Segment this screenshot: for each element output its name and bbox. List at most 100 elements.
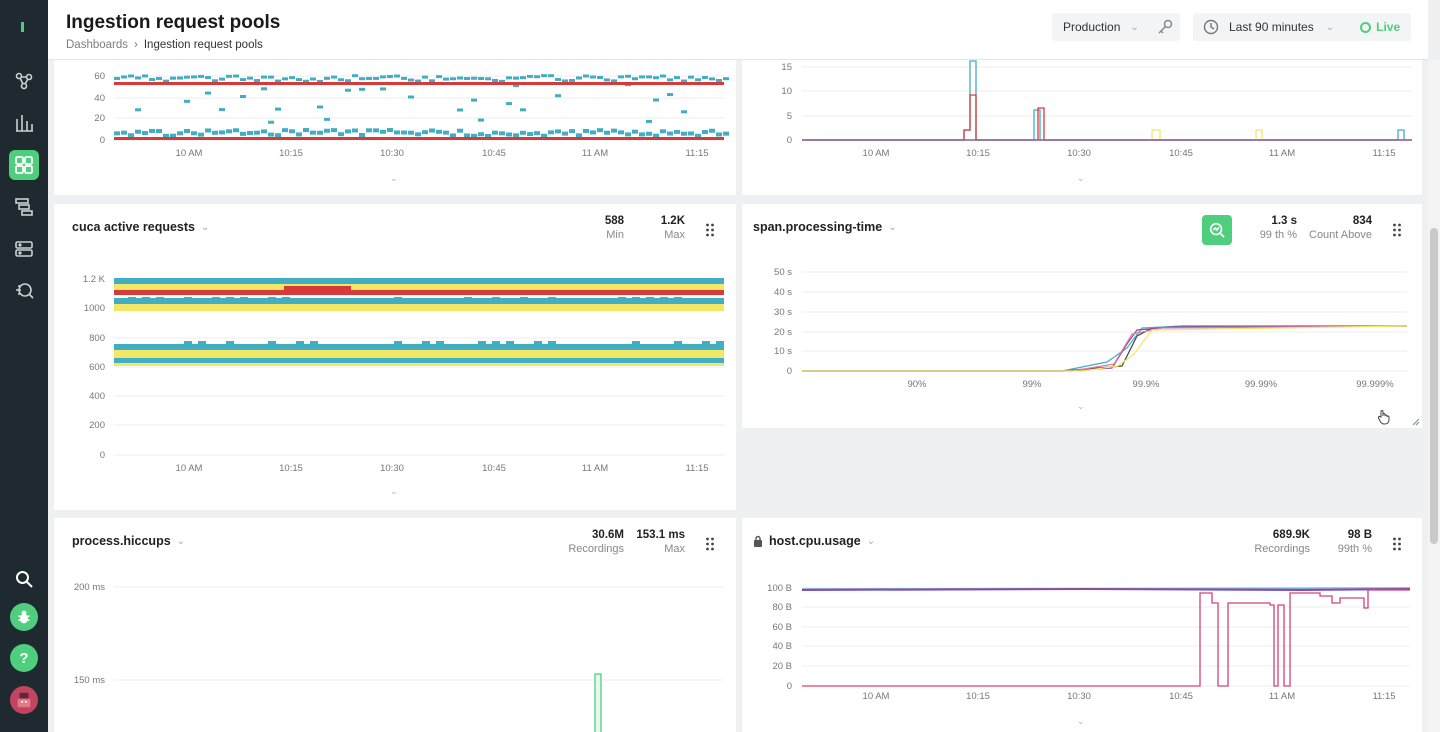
chevron-right-icon: › bbox=[134, 39, 138, 51]
y-tick-label: 1.2 K bbox=[83, 274, 106, 285]
dashboards-icon[interactable] bbox=[9, 150, 39, 180]
heat-cell bbox=[646, 119, 652, 123]
heat-cell bbox=[359, 87, 365, 91]
heat-cell bbox=[695, 78, 701, 82]
key-icon[interactable] bbox=[1156, 18, 1174, 36]
panel-title[interactable]: span.processing-time ⌄ bbox=[753, 220, 897, 234]
heat-cell bbox=[436, 75, 442, 79]
heat-cell bbox=[177, 76, 183, 80]
series-band bbox=[114, 82, 724, 85]
heat-cell bbox=[555, 77, 561, 81]
series-line bbox=[802, 94, 1412, 141]
topology-icon[interactable] bbox=[9, 66, 39, 96]
breadcrumb-root[interactable]: Dashboards bbox=[66, 39, 129, 51]
heat-cell bbox=[415, 132, 421, 137]
heat-cell bbox=[660, 297, 668, 300]
search-icon[interactable] bbox=[9, 564, 39, 594]
chart-top-left[interactable]: 60 40 20 0 10 AM 10:15 10:30 10:45 11 AM 11:15 bbox=[54, 60, 736, 170]
y-tick-label: 15 bbox=[781, 62, 792, 73]
scroll-thumb[interactable] bbox=[1430, 228, 1438, 544]
heat-cell bbox=[212, 79, 218, 83]
zoom-search-button[interactable] bbox=[1202, 215, 1232, 245]
y-tick-label: 60 bbox=[94, 71, 105, 82]
x-tick-label: 11:15 bbox=[1372, 148, 1395, 159]
heat-cell bbox=[632, 77, 638, 81]
chart-cuca[interactable]: 1.2 K 1000 800 600 400 200 0 10 AM 10:15 10:30 10:… bbox=[54, 264, 736, 484]
avatar[interactable] bbox=[10, 686, 38, 714]
y-tick-label: 400 bbox=[89, 391, 105, 402]
breadcrumb: Dashboards › Ingestion request pools bbox=[66, 39, 263, 51]
heat-cell bbox=[625, 74, 631, 78]
chevron-down-icon: ⌄ bbox=[1325, 21, 1335, 33]
y-tick-label: 100 B bbox=[767, 583, 792, 594]
panel-menu-icon[interactable] bbox=[705, 537, 715, 551]
panel-title[interactable]: process.hiccups ⌄ bbox=[72, 534, 185, 548]
environment-select[interactable]: Production ⌄ bbox=[1052, 13, 1180, 41]
page-scrollbar[interactable] bbox=[1428, 60, 1440, 732]
heat-cell bbox=[401, 130, 407, 135]
heat-cell bbox=[632, 297, 640, 300]
series-band bbox=[284, 286, 351, 290]
heat-cell bbox=[240, 131, 246, 136]
expand-chevron-icon[interactable]: ⌄ bbox=[390, 486, 398, 496]
heat-cell bbox=[534, 75, 540, 79]
expand-chevron-icon[interactable]: ⌄ bbox=[1077, 716, 1085, 726]
logo-icon[interactable] bbox=[12, 12, 36, 42]
heat-cell bbox=[149, 78, 155, 82]
heat-cell bbox=[303, 79, 309, 83]
chart-top-right[interactable]: 15 10 5 0 10 AM 10:15 10:30 10:45 11 AM 11:15 bbox=[742, 60, 1422, 170]
stat-value: 153.1 ms bbox=[636, 529, 685, 541]
heat-cell bbox=[422, 75, 428, 79]
heat-cell bbox=[394, 297, 402, 300]
chevron-down-icon: ⌄ bbox=[176, 535, 186, 547]
bar-chart-icon[interactable] bbox=[9, 108, 39, 138]
heat-cell bbox=[562, 131, 568, 136]
expand-chevron-icon[interactable]: ⌄ bbox=[390, 173, 398, 183]
heat-cell bbox=[184, 297, 192, 300]
series-band bbox=[114, 290, 724, 295]
resize-handle-icon[interactable] bbox=[1412, 418, 1420, 426]
x-tick-label: 10:45 bbox=[1169, 148, 1193, 159]
stat-label: Recordings bbox=[568, 543, 624, 555]
expand-chevron-icon[interactable]: ⌄ bbox=[1077, 401, 1085, 411]
heat-cell bbox=[135, 129, 141, 134]
panel-span-processing-time: span.processing-time ⌄ 1.3 s 99 th % 834 Co… bbox=[742, 204, 1422, 428]
help-icon[interactable]: ? bbox=[10, 644, 38, 672]
heat-cell bbox=[205, 128, 211, 133]
series-band bbox=[114, 278, 724, 284]
heat-cell bbox=[422, 130, 428, 135]
search-analytics-icon[interactable] bbox=[9, 276, 39, 306]
panel-title[interactable]: host.cpu.usage ⌄ bbox=[753, 534, 875, 548]
chart-hiccups[interactable]: 200 ms 150 ms bbox=[54, 576, 736, 732]
heat-cell bbox=[387, 74, 393, 78]
storage-icon[interactable] bbox=[9, 234, 39, 264]
heat-cell bbox=[254, 79, 260, 83]
heat-cell bbox=[331, 75, 337, 79]
series-band bbox=[114, 298, 724, 304]
time-range-select[interactable]: Last 90 minutes ⌄ Live bbox=[1193, 13, 1411, 41]
heat-cell bbox=[121, 75, 127, 79]
live-toggle[interactable]: Live bbox=[1360, 20, 1400, 34]
heat-cell bbox=[534, 131, 540, 136]
traces-icon[interactable] bbox=[9, 192, 39, 222]
chart-span[interactable]: 50 s 40 s 30 s 20 s 10 s 0 90% 99% 99.9% 99.99% 99… bbox=[742, 264, 1422, 394]
panel-title-text: host.cpu.usage bbox=[769, 534, 861, 548]
heat-cell bbox=[205, 76, 211, 80]
heat-cell bbox=[527, 132, 533, 137]
heat-cell bbox=[499, 131, 505, 136]
panel-menu-icon[interactable] bbox=[1392, 223, 1402, 237]
panel-title[interactable]: cuca active requests ⌄ bbox=[72, 220, 209, 234]
chart-cpu[interactable]: 100 B 80 B 60 B 40 B 20 B 0 10 AM 10:15 10:30 10:… bbox=[742, 576, 1422, 732]
bug-icon[interactable] bbox=[10, 603, 38, 631]
heat-cell bbox=[667, 78, 673, 82]
heat-cell bbox=[450, 133, 456, 138]
heat-cell bbox=[205, 91, 211, 95]
expand-chevron-icon[interactable]: ⌄ bbox=[1077, 173, 1085, 183]
panel-menu-icon[interactable] bbox=[1392, 537, 1402, 551]
x-tick-label: 11 AM bbox=[582, 463, 608, 474]
heat-cell bbox=[380, 87, 386, 91]
panel-menu-icon[interactable] bbox=[705, 223, 715, 237]
heat-cell bbox=[268, 297, 276, 300]
series-line bbox=[802, 325, 1408, 372]
x-tick-label: 10:15 bbox=[279, 148, 303, 159]
